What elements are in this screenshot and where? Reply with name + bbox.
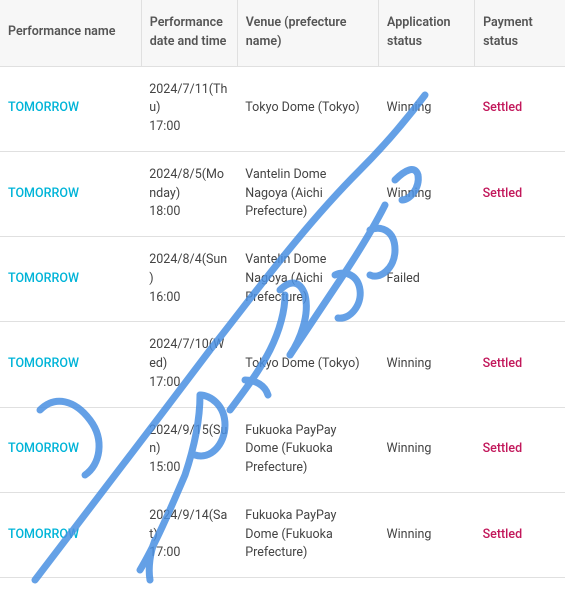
application-status: Winning: [379, 492, 475, 577]
performance-datetime: 2024/7/11(Thu) 17:00: [141, 66, 237, 151]
application-status: Failed: [379, 237, 475, 322]
col-application-status: Application status: [379, 0, 475, 66]
table-row: TOMORROW2024/8/5(Monday) 18:00Vantelin D…: [0, 151, 565, 236]
payment-status: Settled: [475, 66, 565, 151]
col-performance-datetime: Performance date and time: [141, 0, 237, 66]
application-status: Winning: [379, 66, 475, 151]
performance-name-link[interactable]: TOMORROW: [0, 492, 141, 577]
payment-status: Settled: [475, 407, 565, 492]
performance-name-link[interactable]: TOMORROW: [0, 66, 141, 151]
venue: Vantelin Dome Nagoya (Aichi Prefecture): [237, 237, 378, 322]
application-status: Winning: [379, 151, 475, 236]
performance-name-link[interactable]: TOMORROW: [0, 407, 141, 492]
payment-status: Settled: [475, 151, 565, 236]
application-status: Winning: [379, 407, 475, 492]
performance-datetime: 2024/8/4(Sun) 16:00: [141, 237, 237, 322]
table-row: TOMORROW2024/7/10(Wed) 17:00Tokyo Dome (…: [0, 322, 565, 407]
table-row: TOMORROW2024/8/4(Sun) 16:00Vantelin Dome…: [0, 237, 565, 322]
payment-status: Settled: [475, 492, 565, 577]
table-body: TOMORROW2024/7/11(Thu) 17:00Tokyo Dome (…: [0, 66, 565, 578]
performance-name-link[interactable]: TOMORROW: [0, 322, 141, 407]
venue: Tokyo Dome (Tokyo): [237, 322, 378, 407]
table-row: TOMORROW2024/9/15(Sun) 15:00Fukuoka PayP…: [0, 407, 565, 492]
performance-datetime: 2024/9/14(Sat) 17:00: [141, 492, 237, 577]
performance-datetime: 2024/8/5(Monday) 18:00: [141, 151, 237, 236]
col-venue: Venue (prefecture name): [237, 0, 378, 66]
venue: Tokyo Dome (Tokyo): [237, 66, 378, 151]
payment-status: Settled: [475, 322, 565, 407]
table-row: TOMORROW2024/7/11(Thu) 17:00Tokyo Dome (…: [0, 66, 565, 151]
performance-name-link[interactable]: TOMORROW: [0, 237, 141, 322]
venue: Fukuoka PayPay Dome (Fukuoka Prefecture): [237, 407, 378, 492]
table-header: Performance name Performance date and ti…: [0, 0, 565, 66]
payment-status: [475, 237, 565, 322]
performance-datetime: 2024/9/15(Sun) 15:00: [141, 407, 237, 492]
venue: Vantelin Dome Nagoya (Aichi Prefecture): [237, 151, 378, 236]
col-performance-name: Performance name: [0, 0, 141, 66]
application-status: Winning: [379, 322, 475, 407]
performance-table: Performance name Performance date and ti…: [0, 0, 565, 578]
performance-datetime: 2024/7/10(Wed) 17:00: [141, 322, 237, 407]
venue: Fukuoka PayPay Dome (Fukuoka Prefecture): [237, 492, 378, 577]
performance-name-link[interactable]: TOMORROW: [0, 151, 141, 236]
table-row: TOMORROW2024/9/14(Sat) 17:00Fukuoka PayP…: [0, 492, 565, 577]
col-payment-status: Payment status: [475, 0, 565, 66]
